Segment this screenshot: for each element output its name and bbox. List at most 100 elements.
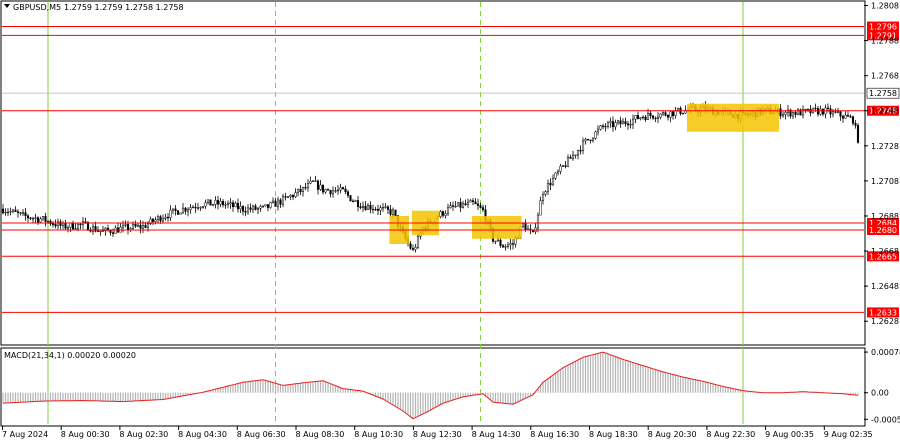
candle-body: [239, 206, 242, 210]
candle-body: [796, 109, 800, 115]
current-price-box: [866, 87, 900, 99]
candle-body: [446, 207, 450, 214]
candle-body: [289, 195, 292, 198]
time-axis-ticks: 7 Aug 2024 8 Aug 00:30 8 Aug 02:30 8 Aug 04…: [2, 426, 873, 439]
candle-body: [644, 116, 647, 120]
price-tick-label: 1.2788: [871, 37, 899, 46]
candle-body: [651, 115, 655, 119]
candle-body: [841, 116, 845, 119]
candle-body: [829, 108, 832, 115]
candle-body: [789, 109, 792, 117]
candle-body: [314, 180, 317, 182]
candle-body: [356, 200, 360, 207]
candle-body: [609, 121, 612, 124]
candle-body: [661, 112, 665, 115]
candle-body: [174, 208, 177, 212]
candle-body: [819, 108, 822, 115]
level-label-box: [867, 21, 899, 32]
time-tick-label: 8 Aug 08:30: [296, 430, 345, 439]
time-tick-label: 8 Aug 12:30: [413, 430, 462, 439]
candle-body: [584, 138, 587, 142]
price-tick-label: 1.2668: [871, 247, 899, 256]
candle-body: [856, 125, 860, 143]
candle-body: [229, 202, 232, 204]
candle-body: [559, 165, 562, 172]
candle-body: [624, 121, 627, 124]
candle-body: [626, 123, 630, 126]
candle-body: [554, 172, 557, 179]
candle-body: [79, 223, 82, 226]
candle-body: [309, 180, 312, 184]
candle-body: [351, 200, 355, 203]
candle-body: [291, 195, 295, 198]
candle-body: [194, 206, 197, 209]
candle-body: [39, 218, 42, 223]
candle-body: [556, 171, 560, 174]
time-tick-label: 8 Aug 10:30: [354, 430, 403, 439]
candle-body: [549, 182, 552, 186]
candle-body: [101, 230, 105, 232]
candle-body: [274, 200, 277, 207]
candle-body: [161, 218, 165, 222]
candle-body: [589, 139, 592, 141]
candle-body: [294, 192, 297, 198]
candle-body: [639, 117, 642, 120]
level-label-box: [867, 307, 899, 318]
candle-body: [189, 207, 192, 210]
time-tick-label: 8 Aug 02:30: [119, 430, 168, 439]
candle-body: [299, 188, 302, 192]
candle-body: [231, 202, 235, 208]
candle-body: [284, 196, 287, 198]
candle-body: [501, 245, 505, 248]
candle-body: [574, 154, 577, 156]
candle-body: [521, 223, 525, 228]
candle-body: [409, 243, 412, 249]
candle-body: [601, 125, 605, 127]
candle-body: [664, 112, 667, 116]
candle-body: [354, 200, 357, 202]
macd-signal-line: [2, 351, 859, 420]
candle-body: [1, 208, 5, 214]
candle-body: [14, 209, 17, 212]
candle-body: [104, 227, 107, 231]
candle-body: [219, 201, 222, 205]
candle-body: [666, 115, 670, 118]
candle-body: [614, 122, 617, 128]
candle-body: [84, 221, 87, 223]
candle-body: [16, 211, 20, 214]
candle-body: [681, 112, 685, 115]
candle-body: [6, 211, 10, 214]
candle-body: [524, 223, 527, 231]
candle-body: [216, 200, 220, 205]
candle-body: [831, 111, 835, 115]
candle-body: [414, 247, 417, 250]
chevron-down-icon[interactable]: [4, 4, 10, 8]
candle-body: [504, 246, 507, 248]
candle-body: [604, 125, 607, 128]
candle-body: [814, 107, 817, 110]
candle-body: [324, 189, 327, 193]
candle-body: [271, 200, 275, 203]
candle-body: [836, 111, 840, 113]
candle-body: [449, 205, 452, 209]
candle-body: [244, 211, 247, 213]
price-tick-label: 1.2628: [871, 317, 899, 326]
candle-body: [594, 131, 597, 139]
candle-body: [46, 220, 50, 223]
candle-body: [596, 128, 600, 133]
candle-body: [246, 207, 250, 213]
candle-body: [469, 200, 472, 203]
candle-body: [349, 195, 352, 202]
candle-body: [849, 116, 852, 118]
candle-body: [391, 209, 395, 215]
candle-body: [511, 243, 515, 245]
price-levels: 1.27961.27911.27481.26841.26801.26651.26…: [2, 21, 900, 318]
level-label-box: [867, 217, 899, 228]
candle-body: [151, 218, 155, 222]
candle-body: [659, 113, 662, 118]
candle-body: [506, 244, 510, 247]
candle-body: [59, 221, 62, 226]
candle-body: [199, 207, 202, 209]
candle-body: [839, 111, 842, 117]
